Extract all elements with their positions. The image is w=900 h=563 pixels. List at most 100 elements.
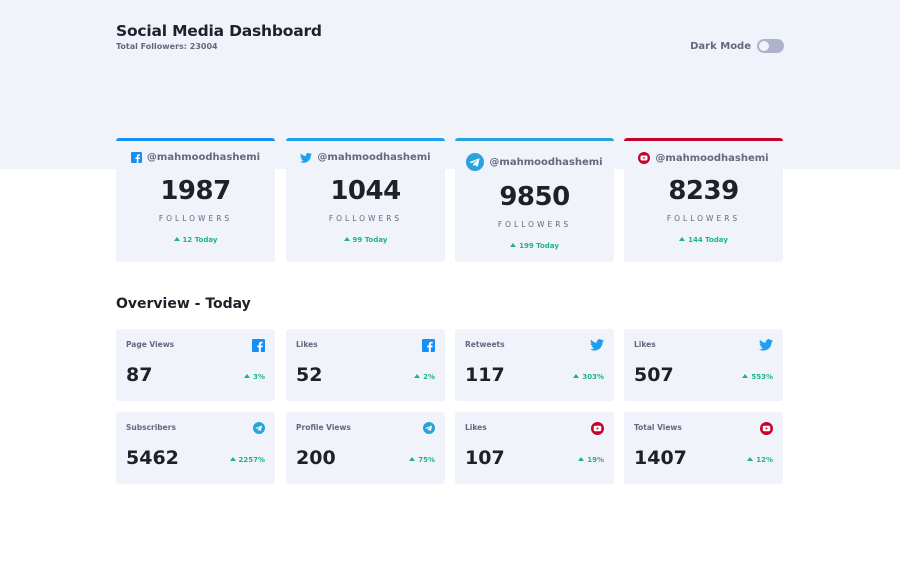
follower-card-facebook[interactable]: @mahmoodhashemi 1987 FOLLOWERS 12 Today	[116, 138, 275, 262]
arrow-up-icon	[244, 374, 251, 378]
percent-text: 303%	[582, 373, 604, 381]
follower-count: 1987	[160, 176, 231, 206]
followers-label: FOLLOWERS	[158, 214, 233, 223]
overview-label: Likes	[634, 340, 656, 349]
overview-title: Overview - Today	[116, 296, 251, 312]
overview-percent: 303%	[573, 373, 604, 381]
overview-percent: 12%	[747, 456, 773, 464]
handle-text: @mahmoodhashemi	[317, 152, 431, 163]
overview-label: Total Views	[634, 423, 682, 432]
today-change: 99 Today	[286, 236, 445, 244]
percent-text: 2%	[423, 373, 435, 381]
followers-label: FOLLOWERS	[328, 214, 403, 223]
overview-value: 107	[465, 447, 505, 469]
arrow-up-icon	[173, 237, 180, 241]
follower-cards: @mahmoodhashemi 1987 FOLLOWERS 12 Today …	[116, 138, 784, 262]
header: Social Media Dashboard Total Followers: …	[116, 22, 784, 62]
today-change-text: 99 Today	[352, 236, 388, 244]
arrow-up-icon	[343, 237, 350, 241]
arrow-up-icon	[229, 457, 236, 461]
today-change: 12 Today	[116, 236, 275, 244]
arrow-up-icon	[573, 374, 580, 378]
card-handle: @mahmoodhashemi	[286, 152, 445, 163]
today-change-text: 12 Today	[182, 236, 218, 244]
youtube-icon	[638, 152, 651, 164]
overview-card-total-views[interactable]: Total Views 1407 12%	[624, 412, 783, 484]
overview-card-likes-twitter[interactable]: Likes 507 553%	[624, 329, 783, 401]
dark-mode-toggle[interactable]	[757, 39, 784, 53]
overview-value: 52	[296, 364, 323, 386]
arrow-up-icon	[742, 374, 749, 378]
card-handle: @mahmoodhashemi	[455, 153, 614, 171]
handle-text: @mahmoodhashemi	[146, 152, 261, 163]
twitter-icon	[759, 339, 773, 351]
follower-count: 8239	[668, 176, 739, 206]
overview-percent: 553%	[742, 373, 773, 381]
twitter-icon	[300, 152, 313, 163]
follower-card-twitter[interactable]: @mahmoodhashemi 1044 FOLLOWERS 99 Today	[286, 138, 445, 262]
percent-text: 553%	[751, 373, 773, 381]
facebook-icon	[422, 339, 435, 352]
overview-value: 117	[465, 364, 505, 386]
overview-label: Likes	[296, 340, 318, 349]
overview-percent: 3%	[244, 373, 265, 381]
telegram-icon	[466, 153, 485, 171]
overview-value: 1407	[634, 447, 687, 469]
today-change: 144 Today	[624, 236, 783, 244]
overview-card-likes-youtube[interactable]: Likes 107 19%	[455, 412, 614, 484]
arrow-up-icon	[747, 457, 754, 461]
telegram-icon	[253, 422, 265, 434]
handle-text: @mahmoodhashemi	[655, 152, 769, 164]
arrow-up-icon	[679, 237, 686, 241]
overview-label: Profile Views	[296, 423, 351, 432]
card-accent-bar	[624, 138, 783, 141]
facebook-icon	[252, 339, 265, 352]
follower-count: 9850	[499, 182, 570, 212]
arrow-up-icon	[578, 457, 585, 461]
card-handle: @mahmoodhashemi	[624, 152, 783, 164]
overview-label: Subscribers	[126, 423, 176, 432]
overview-card-retweets[interactable]: Retweets 117 303%	[455, 329, 614, 401]
overview-label: Retweets	[465, 340, 505, 349]
overview-card-profile-views[interactable]: Profile Views 200 75%	[286, 412, 445, 484]
card-handle: @mahmoodhashemi	[116, 152, 275, 163]
toggle-knob	[759, 41, 769, 51]
overview-percent: 2%	[414, 373, 435, 381]
follower-count: 1044	[330, 176, 401, 206]
overview-percent: 19%	[578, 456, 604, 464]
overview-percent: 75%	[409, 456, 435, 464]
total-followers: Total Followers: 23004	[116, 42, 218, 51]
follower-card-telegram[interactable]: @mahmoodhashemi 9850 FOLLOWERS 199 Today	[455, 138, 614, 262]
overview-percent: 2257%	[229, 456, 266, 464]
dark-mode-label: Dark Mode	[690, 40, 751, 52]
arrow-up-icon	[414, 374, 421, 378]
arrow-up-icon	[510, 243, 517, 247]
percent-text: 12%	[756, 456, 773, 464]
overview-value: 200	[296, 447, 336, 469]
dark-mode-control: Dark Mode	[690, 39, 784, 53]
follower-card-youtube[interactable]: @mahmoodhashemi 8239 FOLLOWERS 144 Today	[624, 138, 783, 262]
youtube-icon	[591, 422, 604, 435]
arrow-up-icon	[409, 457, 416, 461]
card-accent-bar	[286, 138, 445, 141]
percent-text: 19%	[587, 456, 604, 464]
today-change: 199 Today	[455, 242, 614, 250]
today-change-text: 199 Today	[519, 242, 559, 250]
card-accent-bar	[455, 138, 614, 141]
overview-label: Likes	[465, 423, 487, 432]
today-change-text: 144 Today	[688, 236, 728, 244]
percent-text: 2257%	[238, 456, 266, 464]
overview-value: 87	[126, 364, 153, 386]
handle-text: @mahmoodhashemi	[489, 156, 603, 168]
percent-text: 3%	[253, 373, 265, 381]
overview-card-page-views[interactable]: Page Views 87 3%	[116, 329, 275, 401]
overview-card-likes-facebook[interactable]: Likes 52 2%	[286, 329, 445, 401]
percent-text: 75%	[418, 456, 435, 464]
page-title: Social Media Dashboard	[116, 22, 322, 40]
facebook-icon	[130, 152, 142, 163]
overview-card-subscribers[interactable]: Subscribers 5462 2257%	[116, 412, 275, 484]
overview-label: Page Views	[126, 340, 175, 349]
overview-value: 5462	[126, 447, 179, 469]
card-accent-bar	[116, 138, 275, 141]
followers-label: FOLLOWERS	[497, 220, 572, 229]
